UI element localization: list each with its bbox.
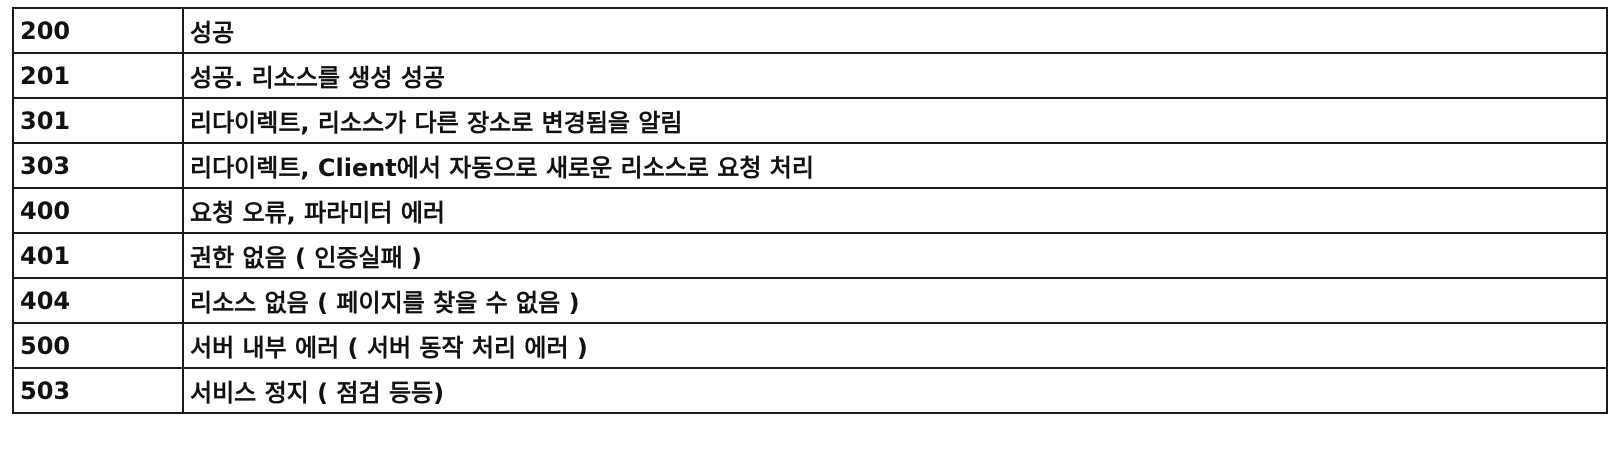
status-code-table-container: 200 성공 201 성공. 리소스를 생성 성공 301 리다이렉트, 리소스…: [12, 7, 1608, 414]
status-code-cell: 404: [12, 277, 184, 324]
status-description-cell: 서버 내부 에러 ( 서버 동작 처리 에러 ): [182, 322, 1608, 369]
status-code-cell: 500: [12, 322, 184, 369]
status-code-cell: 200: [12, 7, 184, 54]
table-row: 400 요청 오류, 파라미터 에러: [12, 187, 1608, 234]
table-row: 200 성공: [12, 7, 1608, 54]
status-description-cell: 서비스 정지 ( 점검 등등): [182, 367, 1608, 414]
status-description-cell: 권한 없음 ( 인증실패 ): [182, 232, 1608, 279]
table-row: 404 리소스 없음 ( 페이지를 찾을 수 없음 ): [12, 277, 1608, 324]
status-description-cell: 리소스 없음 ( 페이지를 찾을 수 없음 ): [182, 277, 1608, 324]
status-code-cell: 401: [12, 232, 184, 279]
status-code-table: 200 성공 201 성공. 리소스를 생성 성공 301 리다이렉트, 리소스…: [12, 7, 1608, 414]
status-code-cell: 201: [12, 52, 184, 99]
table-row: 201 성공. 리소스를 생성 성공: [12, 52, 1608, 99]
table-row: 503 서비스 정지 ( 점검 등등): [12, 367, 1608, 414]
table-row: 401 권한 없음 ( 인증실패 ): [12, 232, 1608, 279]
status-description-cell: 요청 오류, 파라미터 에러: [182, 187, 1608, 234]
status-description-cell: 성공: [182, 7, 1608, 54]
status-description-cell: 리다이렉트, Client에서 자동으로 새로운 리소스로 요청 처리: [182, 142, 1608, 189]
status-description-cell: 성공. 리소스를 생성 성공: [182, 52, 1608, 99]
table-row: 500 서버 내부 에러 ( 서버 동작 처리 에러 ): [12, 322, 1608, 369]
status-code-cell: 400: [12, 187, 184, 234]
table-row: 303 리다이렉트, Client에서 자동으로 새로운 리소스로 요청 처리: [12, 142, 1608, 189]
table-row: 301 리다이렉트, 리소스가 다른 장소로 변경됨을 알림: [12, 97, 1608, 144]
status-description-cell: 리다이렉트, 리소스가 다른 장소로 변경됨을 알림: [182, 97, 1608, 144]
status-code-cell: 301: [12, 97, 184, 144]
status-code-cell: 503: [12, 367, 184, 414]
status-code-cell: 303: [12, 142, 184, 189]
